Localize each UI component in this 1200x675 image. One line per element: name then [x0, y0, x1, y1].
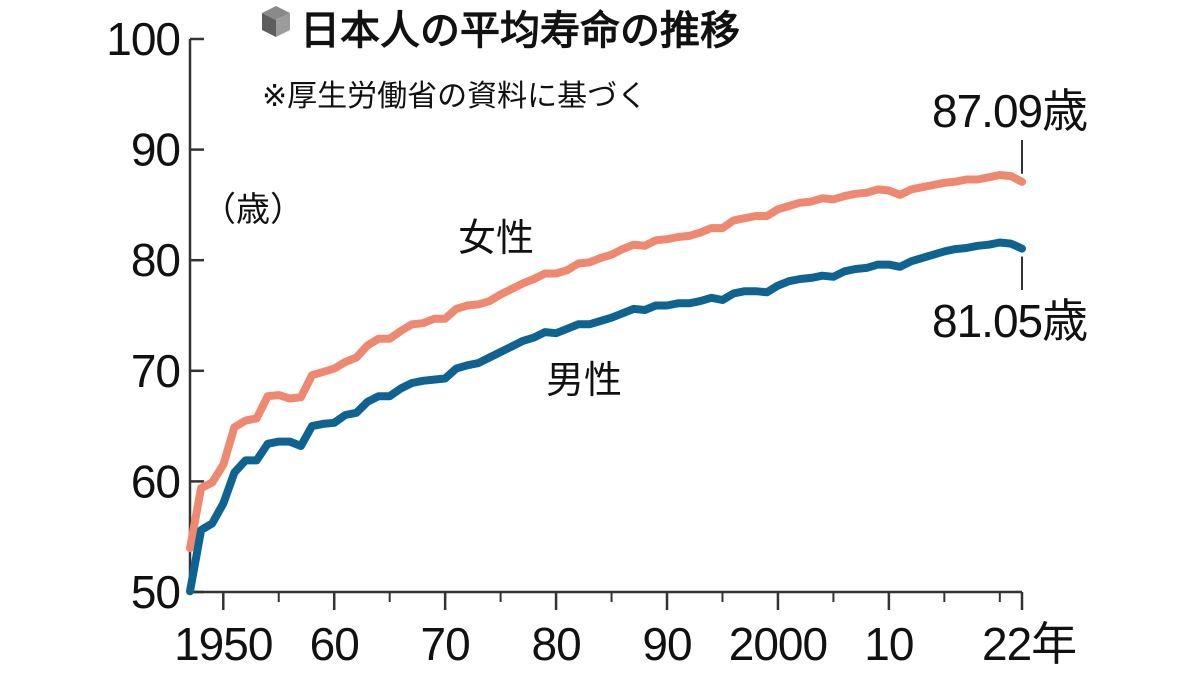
series-line-male	[186, 238, 1026, 596]
y-axis-ticks: 50 60 70 80 90 100	[106, 13, 204, 618]
x-tick-label: 22年	[982, 618, 1076, 670]
chart-subtitle: ※厚生労働省の資料に基づく	[262, 79, 647, 114]
y-tick-label: 100	[106, 13, 180, 65]
x-tick-label: 90	[642, 618, 691, 670]
chart-title: 日本人の平均寿命の推移	[300, 8, 740, 54]
y-tick-label: 90	[131, 124, 180, 176]
x-tick-label: 70	[421, 618, 470, 670]
x-tick-label: 80	[531, 618, 580, 670]
male-end-value-label: 81.05歳	[932, 295, 1087, 347]
x-tick-label: 2000	[729, 618, 827, 670]
y-tick-label: 70	[131, 345, 180, 397]
y-tick-label: 50	[131, 566, 180, 618]
y-axis-unit: （歳）	[202, 190, 304, 230]
y-tick-label: 80	[131, 234, 180, 286]
y-tick-label: 60	[131, 455, 180, 507]
series-layer	[186, 171, 1026, 596]
series-label-female: 女性	[458, 216, 534, 260]
female-end-value-label: 87.09歳	[932, 85, 1087, 137]
x-axis-ticks: 1950 60 70 80 90 2000 10 22年	[174, 592, 1077, 670]
title-cube-icon	[262, 6, 290, 37]
series-label-male: 男性	[546, 358, 622, 402]
series-line-female	[186, 171, 1026, 553]
x-tick-label: 10	[864, 618, 913, 670]
axes	[188, 39, 1022, 594]
x-tick-label: 1950	[174, 618, 272, 670]
x-tick-label: 60	[310, 618, 359, 670]
